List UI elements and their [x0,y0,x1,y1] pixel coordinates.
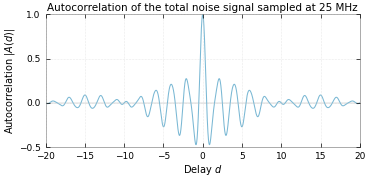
X-axis label: Delay $d$: Delay $d$ [183,163,223,177]
Title: Autocorrelation of the total noise signal sampled at 25 MHz: Autocorrelation of the total noise signa… [47,3,358,13]
Y-axis label: Autocorrelation $|A(d)|$: Autocorrelation $|A(d)|$ [3,28,17,134]
